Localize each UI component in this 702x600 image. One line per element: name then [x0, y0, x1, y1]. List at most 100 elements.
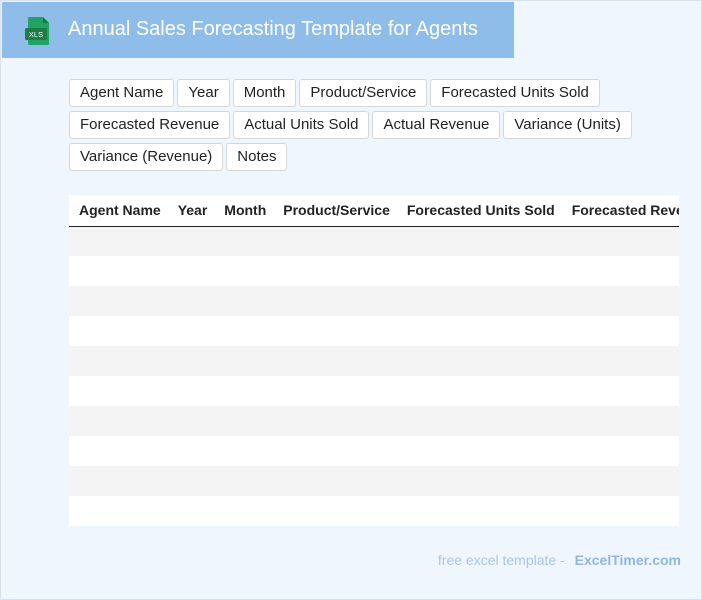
table-row [69, 226, 679, 256]
table-cell[interactable] [214, 346, 273, 376]
xls-file-icon: XLS [25, 17, 49, 45]
table-row [69, 256, 679, 286]
table-cell[interactable] [397, 496, 562, 526]
table-cell[interactable] [69, 226, 168, 256]
field-chip[interactable]: Variance (Revenue) [69, 143, 224, 171]
table-cell[interactable] [562, 466, 679, 496]
data-table-container: Agent Name Year Month Product/Service Foreca… [69, 195, 679, 526]
table-cell[interactable] [397, 466, 562, 496]
table-row [69, 496, 679, 526]
table-cell[interactable] [273, 466, 397, 496]
table-cell[interactable] [69, 316, 168, 346]
table-cell[interactable] [69, 286, 168, 316]
table-cell[interactable] [69, 406, 168, 436]
table-cell[interactable] [168, 226, 215, 256]
table-cell[interactable] [397, 286, 562, 316]
field-chip[interactable]: Agent Name [69, 79, 175, 107]
table-cell[interactable] [69, 256, 168, 286]
table-row [69, 406, 679, 436]
field-chip[interactable]: Product/Service [299, 79, 428, 107]
table-cell[interactable] [214, 256, 273, 286]
page-title: Annual Sales Forecasting Template for Ag… [68, 18, 478, 40]
field-chip[interactable]: Month [232, 79, 297, 107]
table-cell[interactable] [397, 226, 562, 256]
table-cell[interactable] [168, 496, 215, 526]
table-cell[interactable] [562, 286, 679, 316]
table-header-row: Agent Name Year Month Product/Service Foreca… [69, 195, 679, 227]
table-cell[interactable] [214, 316, 273, 346]
table-row [69, 286, 679, 316]
table-cell[interactable] [168, 316, 215, 346]
table-cell[interactable] [562, 316, 679, 346]
column-header[interactable]: Product/Service [273, 195, 397, 227]
table-cell[interactable] [397, 376, 562, 406]
table-body [69, 226, 679, 526]
xls-icon-label: XLS [29, 30, 43, 39]
column-header[interactable]: Agent Name [69, 195, 168, 227]
table-cell[interactable] [273, 496, 397, 526]
table-cell[interactable] [562, 226, 679, 256]
header-banner: XLS Annual Sales Forecasting Template fo… [2, 2, 514, 58]
table-cell[interactable] [397, 406, 562, 436]
table-cell[interactable] [168, 286, 215, 316]
column-header[interactable]: Forecasted Units Sold [396, 195, 562, 227]
table-cell[interactable] [273, 256, 397, 286]
table-cell[interactable] [69, 466, 168, 496]
data-table: Agent Name Year Month Product/Service Foreca… [69, 195, 679, 526]
table-cell[interactable] [273, 316, 397, 346]
table-cell[interactable] [69, 346, 168, 376]
table-cell[interactable] [168, 256, 215, 286]
table-cell[interactable] [562, 406, 679, 436]
field-chip[interactable]: Forecasted Revenue [69, 111, 231, 139]
table-cell[interactable] [214, 466, 273, 496]
table-cell[interactable] [562, 496, 679, 526]
table-cell[interactable] [562, 256, 679, 286]
footer-lead-text: free excel template - [437, 552, 565, 568]
table-cell[interactable] [168, 376, 215, 406]
table-row [69, 436, 679, 466]
table-cell[interactable] [273, 406, 397, 436]
table-cell[interactable] [397, 316, 562, 346]
table-cell[interactable] [214, 436, 273, 466]
table-cell[interactable] [69, 376, 168, 406]
table-cell[interactable] [397, 436, 562, 466]
column-header[interactable]: Year [167, 195, 215, 227]
table-cell[interactable] [214, 406, 273, 436]
field-chip[interactable]: Notes [226, 143, 288, 171]
table-row [69, 376, 679, 406]
column-header[interactable]: Month [214, 195, 274, 227]
field-chip-list: Agent Name Year Month Product/Service Foreca… [69, 79, 669, 171]
table-cell[interactable] [214, 496, 273, 526]
table-cell[interactable] [168, 436, 215, 466]
field-chip[interactable]: Variance (Units) [503, 111, 632, 139]
field-chip[interactable]: Actual Revenue [372, 111, 501, 139]
table-cell[interactable] [273, 226, 397, 256]
table-row [69, 316, 679, 346]
table-cell[interactable] [562, 346, 679, 376]
table-cell[interactable] [69, 436, 168, 466]
table-cell[interactable] [214, 286, 273, 316]
table-cell[interactable] [562, 436, 679, 466]
table-cell[interactable] [168, 466, 215, 496]
table-row [69, 466, 679, 496]
table-cell[interactable] [397, 256, 562, 286]
column-header[interactable]: Forecasted Revenue [561, 195, 679, 227]
table-cell[interactable] [562, 376, 679, 406]
table-row [69, 346, 679, 376]
footer-credit: free excel template - ExcelTimer.com [438, 552, 681, 568]
table-cell[interactable] [168, 406, 215, 436]
table-cell[interactable] [168, 346, 215, 376]
table-cell[interactable] [214, 376, 273, 406]
field-chip[interactable]: Year [177, 79, 230, 107]
table-cell[interactable] [273, 376, 397, 406]
footer-brand-link[interactable]: ExcelTimer.com [574, 552, 681, 568]
field-chip[interactable]: Actual Units Sold [233, 111, 370, 139]
table-cell[interactable] [273, 436, 397, 466]
table-cell[interactable] [273, 346, 397, 376]
table-cell[interactable] [69, 496, 168, 526]
table-cell[interactable] [214, 226, 273, 256]
table-cell[interactable] [273, 286, 397, 316]
field-chip[interactable]: Forecasted Units Sold [430, 79, 600, 107]
table-cell[interactable] [397, 346, 562, 376]
